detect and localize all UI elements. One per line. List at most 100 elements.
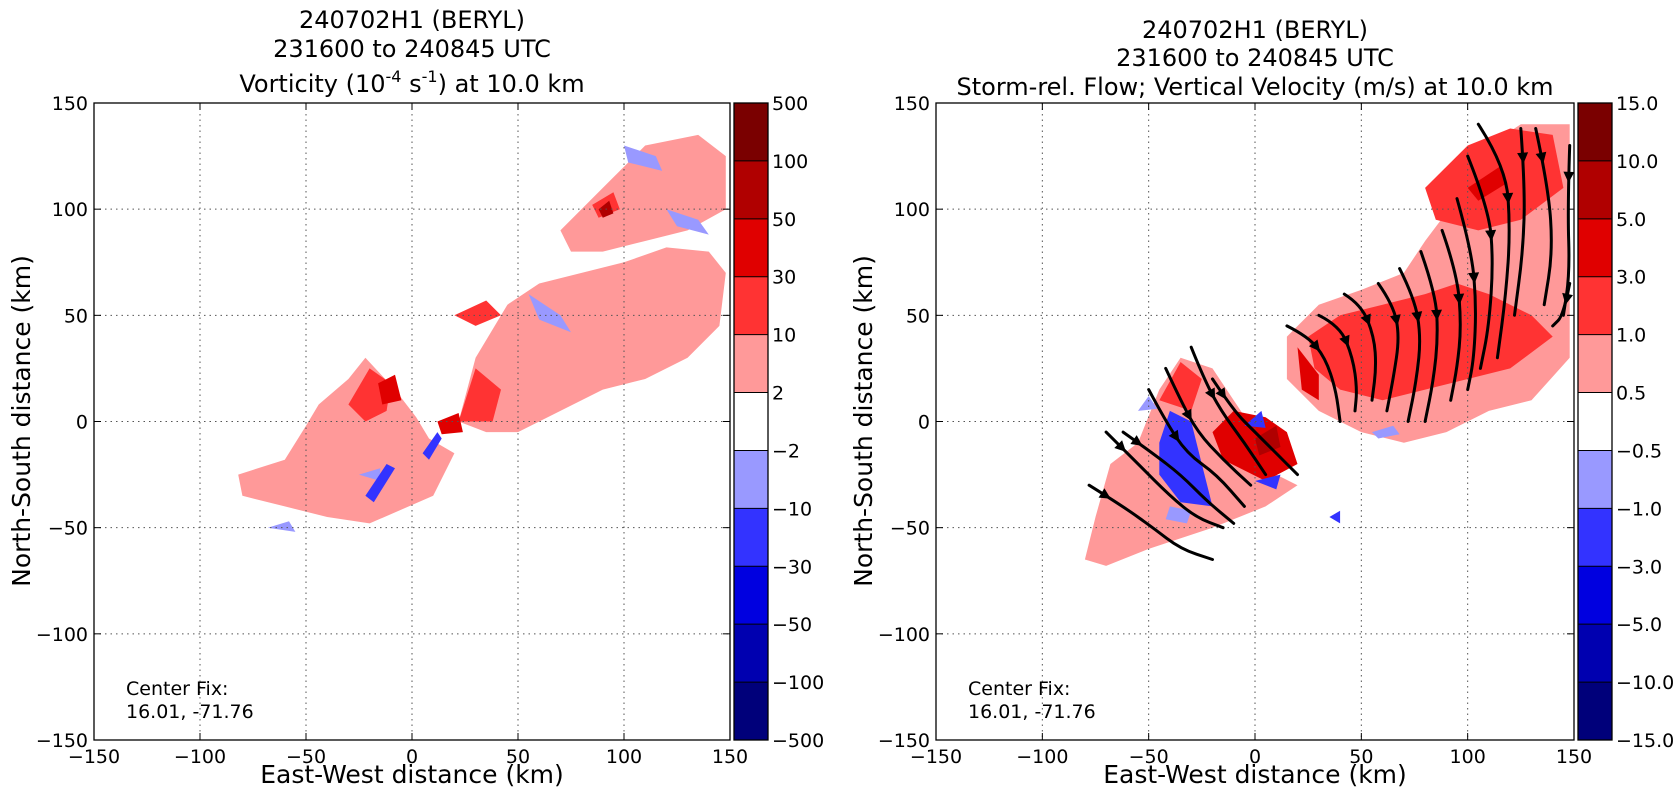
streamlines [1087,122,1574,561]
vorticity-title-line-3: Vorticity (10-4 s-1) at 10.0 km [239,67,584,98]
vorticity-colorbar-swatch [734,508,768,567]
vorticity-colorbar-level-label: 50 [772,209,796,231]
velocity-streamline [1455,197,1477,392]
velocity-contour-region [1308,283,1553,401]
velocity-title-line-2: 231600 to 240845 UTC [1116,44,1394,72]
velocity-grid [936,103,1574,740]
velocity-colorbar-swatch [1578,160,1612,219]
velocity-streamline [1376,282,1400,413]
vorticity-grid [94,103,730,740]
velocity-colorbar-level-label: −5.0 [1616,614,1662,636]
velocity-y-tick-label: 100 [894,199,930,221]
vorticity-plot-frame [93,102,731,741]
velocity-colorbar-frame [1577,102,1613,741]
velocity-streamline [1121,430,1236,525]
velocity-streamline [1342,292,1378,402]
velocity-contour-region [1255,474,1281,490]
vorticity-x-tick-label: −50 [286,746,326,768]
velocity-streamline-arrowhead [1360,313,1371,326]
vorticity-colorbar: 500 100 50 30 10 2 −2 −10 −30 −50 −100 −500 [733,93,824,752]
velocity-colorbar-level-label: −10.0 [1616,672,1674,694]
velocity-streamline-arrowhead [1562,292,1573,305]
vorticity-center-fix-label: Center Fix: [126,678,228,700]
velocity-streamline [1398,267,1422,423]
velocity-streamline [1285,324,1342,423]
velocity-center-fix-value: 16.01, -71.76 [968,701,1096,723]
vorticity-colorbar-frame [733,102,769,741]
vorticity-colorbar-level-label: −30 [772,556,812,578]
velocity-y-axis-label: North-South distance (km) [849,255,878,587]
vorticity-center-fix-value: 16.01, -71.76 [126,701,254,723]
vorticity-y-tick-label: 150 [52,93,88,115]
velocity-streamline [1104,430,1225,530]
velocity-contour-region [1165,506,1192,524]
vorticity-y-tick-label: −100 [36,624,88,646]
velocity-x-tick-label: 150 [1556,746,1592,768]
velocity-streamline-arrowhead [1411,311,1423,323]
vorticity-contour-region [458,368,501,422]
velocity-colorbar: 15.0 10.0 5.0 3.0 1.0 0.5 −0.5 −1.0 −3.0 −5.0 −10.… [1577,93,1674,752]
velocity-streamline [1551,282,1572,328]
vorticity-colorbar-level-label: −500 [772,730,824,752]
velocity-streamline-arrowhead [1215,387,1227,400]
vorticity-colorbar-level-label: −50 [772,614,812,636]
vorticity-colorbar-swatch [734,334,768,393]
velocity-streamline-arrowhead [1168,429,1180,442]
velocity-colorbar-level-label: 1.0 [1616,325,1646,347]
velocity-streamline [1189,345,1268,477]
vorticity-field [238,134,726,532]
vorticity-x-tick-label: 50 [506,746,530,768]
velocity-colorbar-swatch [1578,276,1612,335]
vorticity-title-line-2: 231600 to 240845 UTC [273,35,551,63]
vorticity-colorbar-swatch [734,450,768,509]
vorticity-colorbar-level-label: 100 [772,151,808,173]
velocity-colorbar-level-label: −0.5 [1616,440,1662,462]
velocity-contour-region [1467,166,1506,201]
vorticity-x-tick-label: 150 [712,746,748,768]
vorticity-colorbar-swatch [734,624,768,683]
velocity-colorbar-level-label: 15.0 [1616,93,1658,115]
velocity-y-tick-label: 150 [894,93,930,115]
velocity-streamline-arrowhead [1535,151,1547,164]
velocity-colorbar-swatch [1578,103,1612,161]
vorticity-title-line-1: 240702H1 (BERYL) [299,6,525,34]
velocity-colorbar-level-label: 3.0 [1616,267,1646,289]
velocity-streamline-arrowhead [1453,293,1465,305]
velocity-x-tick-label: −100 [1016,746,1068,768]
vorticity-colorbar-level-label: 10 [772,325,796,347]
velocity-contour-region [1329,510,1341,524]
velocity-streamline-arrowhead [1205,387,1216,400]
velocity-streamline-arrowhead [1563,171,1574,183]
vorticity-y-tick-label: 50 [64,305,88,327]
velocity-x-tick-label: −50 [1129,746,1169,768]
vorticity-colorbar-swatch [734,566,768,625]
velocity-colorbar-swatch [1578,508,1612,567]
velocity-y-tick-label: 50 [906,305,930,327]
velocity-x-tick-label: 50 [1349,746,1373,768]
velocity-y-tick-label: −50 [890,518,930,540]
vorticity-y-axis-label: North-South distance (km) [7,255,36,587]
vorticity-colorbar-level-label: 30 [772,267,796,289]
velocity-title-line-3: Storm-rel. Flow; Vertical Velocity (m/s)… [957,73,1554,101]
velocity-field [1084,124,1570,566]
velocity-colorbar-swatch [1578,566,1612,625]
vorticity-contour-region [437,413,463,435]
velocity-streamline-arrowhead [1339,334,1350,347]
velocity-streamline-arrowhead [1130,435,1143,446]
velocity-colorbar-level-label: −15.0 [1616,730,1674,752]
velocity-streamline-arrowhead [1468,272,1480,284]
velocity-streamline-arrowhead [1114,440,1126,452]
velocity-streamline [1087,483,1214,561]
velocity-colorbar-swatch [1578,624,1612,683]
velocity-streamline-arrowhead [1485,229,1497,242]
velocity-contour-region [1244,410,1266,428]
velocity-colorbar-level-label: 5.0 [1616,209,1646,231]
velocity-contour-region [1372,425,1400,439]
velocity-title-line-1: 240702H1 (BERYL) [1142,16,1368,44]
velocity-x-tick-label: 100 [1450,746,1486,768]
vorticity-y-tick-label: 100 [52,199,88,221]
velocity-contour-region [1159,362,1202,411]
velocity-streamline [1419,250,1439,423]
velocity-x-axis-label: East-West distance (km) [1103,760,1407,789]
